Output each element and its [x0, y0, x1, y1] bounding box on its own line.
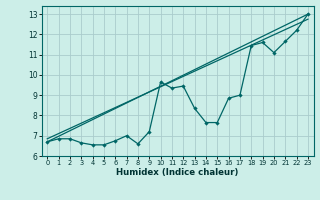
- X-axis label: Humidex (Indice chaleur): Humidex (Indice chaleur): [116, 168, 239, 177]
